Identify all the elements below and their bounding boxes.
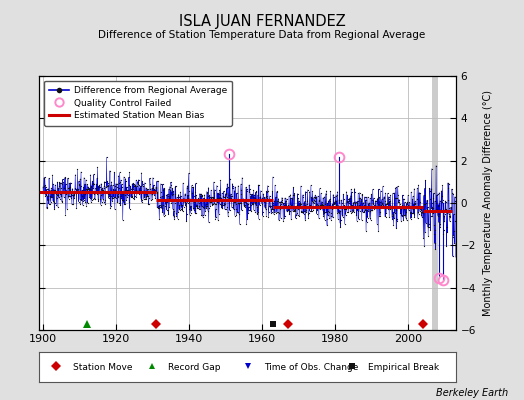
Text: Berkeley Earth: Berkeley Earth bbox=[436, 388, 508, 398]
Text: Empirical Break: Empirical Break bbox=[368, 362, 440, 372]
Text: ISLA JUAN FERNANDEZ: ISLA JUAN FERNANDEZ bbox=[179, 14, 345, 29]
Legend: Difference from Regional Average, Quality Control Failed, Estimated Station Mean: Difference from Regional Average, Qualit… bbox=[44, 80, 232, 126]
Bar bbox=[432, 76, 438, 330]
Y-axis label: Monthly Temperature Anomaly Difference (°C): Monthly Temperature Anomaly Difference (… bbox=[483, 90, 493, 316]
Text: Time of Obs. Change: Time of Obs. Change bbox=[264, 362, 358, 372]
Text: Record Gap: Record Gap bbox=[168, 362, 221, 372]
Text: Station Move: Station Move bbox=[73, 362, 132, 372]
Text: Difference of Station Temperature Data from Regional Average: Difference of Station Temperature Data f… bbox=[99, 30, 425, 40]
